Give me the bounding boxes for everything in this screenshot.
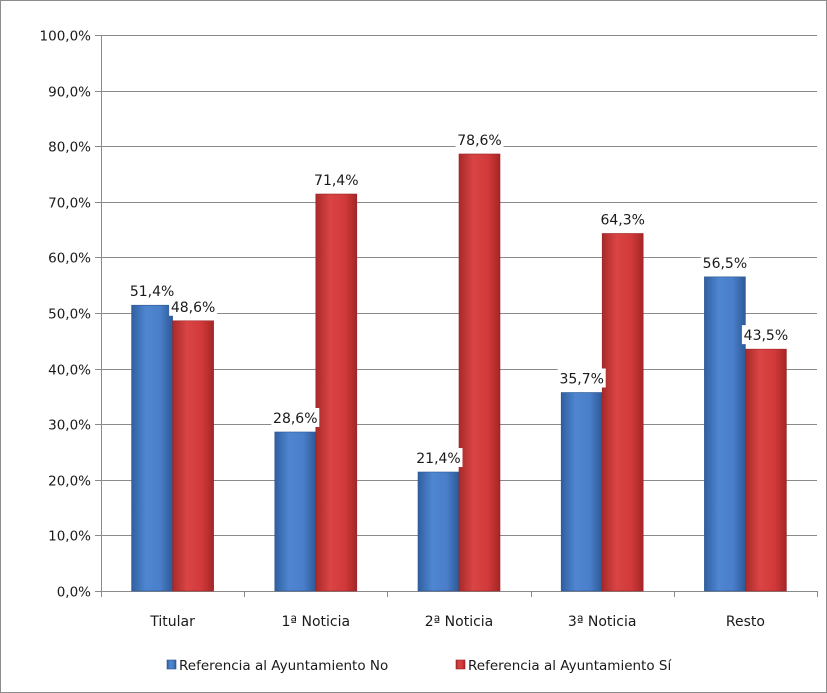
data-labels: 51,4% 28,6% 21,4% 35,7% 56,5% 48,6% 71,4% 78,6%…	[128, 129, 790, 468]
bar-no	[417, 471, 460, 592]
x-tick-label: Titular	[149, 614, 195, 630]
legend-label: Referencia al Ayuntamiento Sí	[468, 658, 672, 674]
legend: Referencia al Ayuntamiento No Referencia …	[166, 658, 672, 674]
data-label-background	[700, 252, 749, 272]
legend-swatch	[455, 659, 466, 670]
y-tick-label: 0,0%	[57, 585, 91, 601]
y-tick-label: 80,0%	[48, 140, 91, 156]
y-tick-label: 60,0%	[48, 251, 91, 267]
bar-si	[315, 193, 358, 592]
data-label-background	[741, 325, 790, 345]
y-tick-label: 70,0%	[48, 196, 91, 212]
data-label: 64,3%	[600, 212, 644, 228]
data-label: 51,4%	[130, 284, 174, 300]
data-label: 28,6%	[273, 411, 317, 427]
x-tick-label: 1ª Noticia	[282, 614, 351, 630]
data-label: 78,6%	[457, 133, 501, 149]
data-label: 71,4%	[314, 173, 358, 189]
data-label-background	[312, 170, 361, 190]
bar-no	[560, 392, 603, 592]
gridlines	[101, 35, 817, 536]
legend-swatch	[166, 659, 177, 670]
data-label-background	[128, 281, 177, 301]
data-label-background	[598, 209, 647, 229]
data-label: 35,7%	[559, 372, 603, 388]
data-label-background	[557, 368, 606, 388]
bars	[131, 153, 787, 592]
y-tick-label: 20,0%	[48, 474, 91, 490]
bar-no	[131, 304, 173, 592]
bar-si	[601, 233, 644, 592]
data-label: 48,6%	[171, 300, 215, 316]
bar-si	[745, 348, 787, 592]
bar-si	[172, 320, 214, 592]
data-label-background	[169, 296, 218, 316]
data-label: 43,5%	[744, 328, 788, 344]
y-tick-label: 90,0%	[48, 85, 91, 101]
y-tick-label: 50,0%	[48, 307, 91, 323]
bar-no	[704, 276, 746, 592]
data-label-background	[414, 448, 463, 468]
data-label-background	[271, 407, 320, 427]
bar-si	[458, 153, 501, 592]
x-tick-label: Resto	[726, 614, 765, 630]
data-label: 56,5%	[703, 256, 747, 272]
y-tick-label: 40,0%	[48, 363, 91, 379]
data-label-background	[455, 129, 504, 149]
x-tick-label: 2ª Noticia	[425, 614, 494, 630]
legend-label: Referencia al Ayuntamiento No	[179, 658, 388, 674]
axes: 0,0% 10,0% 20,0% 30,0% 40,0% 50,0% 60,0% 70,0% 8…	[40, 29, 818, 630]
y-tick-label: 10,0%	[48, 529, 91, 545]
y-tick-label: 100,0%	[40, 29, 92, 45]
x-tick-label: 3ª Noticia	[568, 614, 637, 630]
bar-no	[274, 431, 317, 592]
data-label: 21,4%	[416, 451, 460, 467]
y-tick-label: 30,0%	[48, 418, 91, 434]
